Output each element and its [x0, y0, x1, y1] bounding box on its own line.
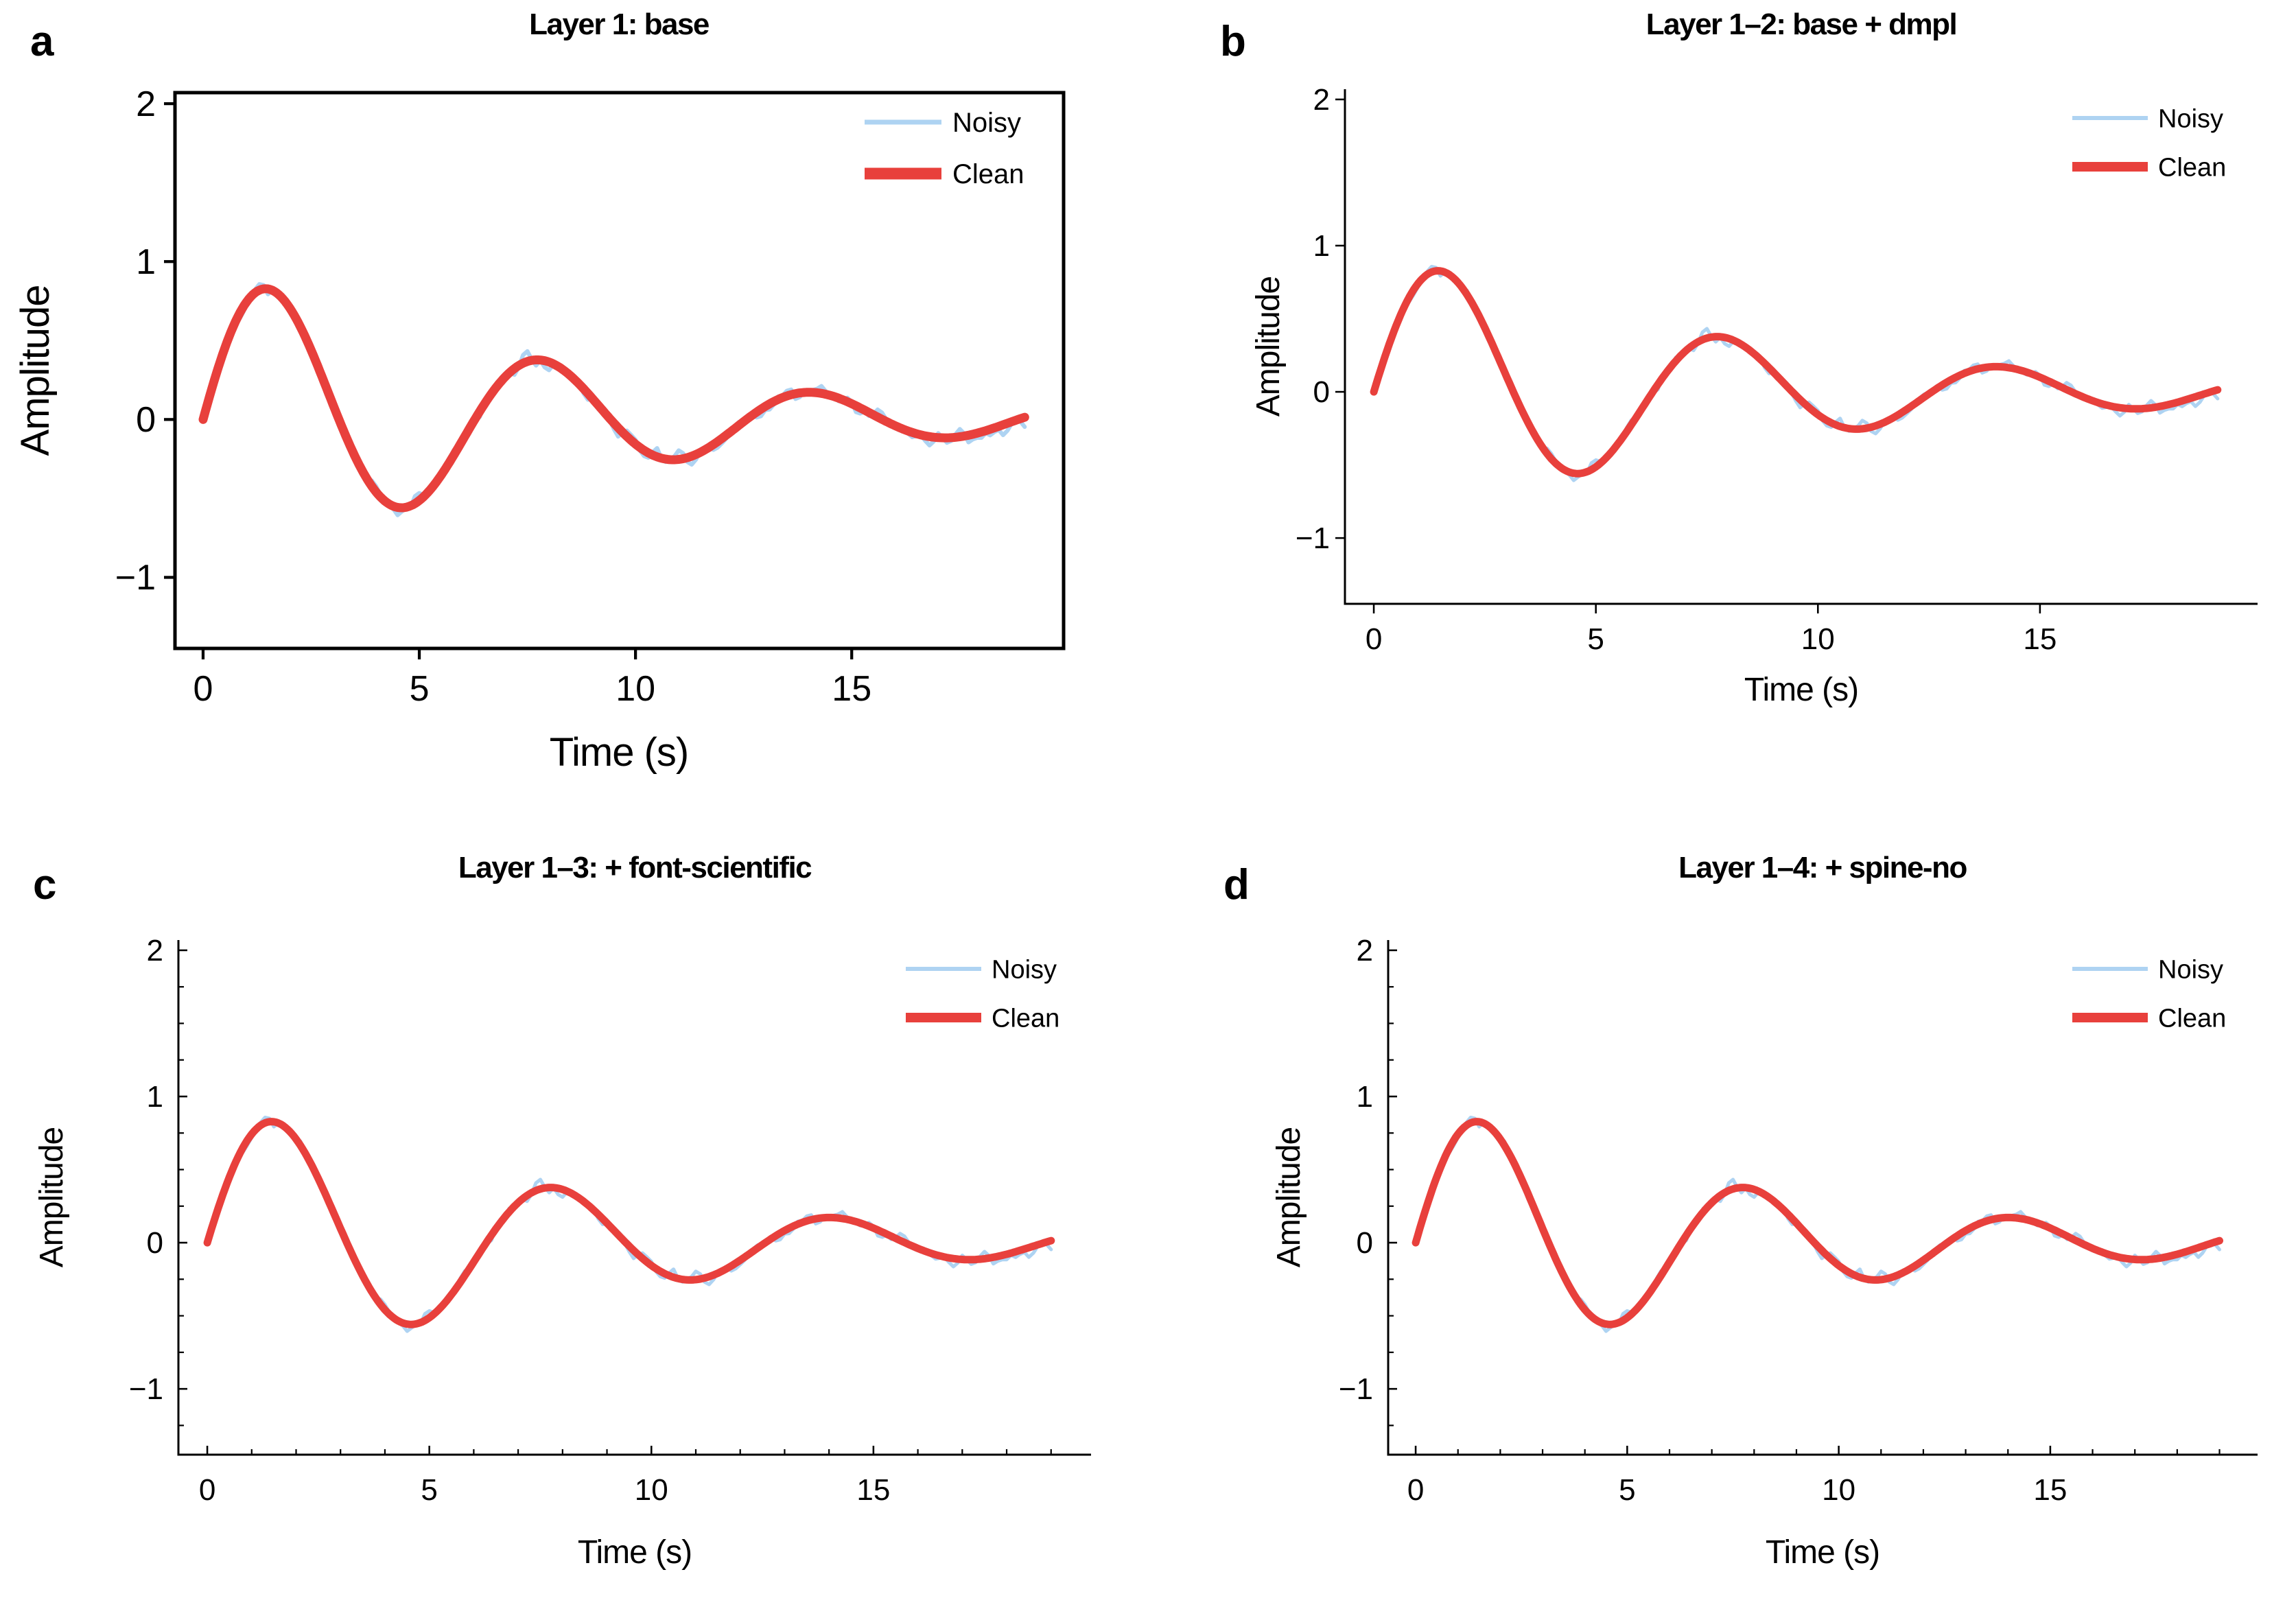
x-tick-label: 5 [1619, 1473, 1635, 1507]
x-tick-label: 0 [1407, 1473, 1424, 1507]
y-axis-label-b: Amplitude [1250, 276, 1287, 417]
legend-label-clean: Clean [2158, 153, 2226, 182]
panel-c: 0 5 10 15 2 1 0 −1 Noisy Clean c Layer 1–3: + fon… [0, 804, 1148, 1607]
y-tick-label: −1 [1296, 521, 1330, 555]
legend-label-noisy: Noisy [992, 955, 1057, 984]
chart-title-d: Layer 1–4: + spine-no [1678, 851, 1967, 884]
y-tick-label: 2 [1313, 83, 1330, 117]
x-tick-label: 0 [199, 1473, 215, 1507]
x-tick-label: 5 [410, 669, 430, 709]
x-axis-label-d: Time (s) [1765, 1534, 1880, 1571]
x-tick-label: 5 [421, 1473, 437, 1507]
y-tick-label: −1 [1339, 1372, 1373, 1406]
legend-label-noisy: Noisy [952, 108, 1021, 138]
x-tick-label: 5 [1587, 622, 1604, 656]
x-axis-label-b: Time (s) [1744, 672, 1859, 708]
legend-label-noisy: Noisy [2158, 955, 2223, 984]
x-tick-label: 0 [1366, 622, 1382, 656]
x-tick-label: 15 [832, 669, 871, 709]
clean-line [198, 284, 1029, 513]
clean-line [203, 1118, 1055, 1328]
chart-title-b: Layer 1–2: base + dmpl [1645, 8, 1958, 41]
y-axis-label-c: Amplitude [34, 1127, 70, 1268]
y-tick-label: 0 [136, 400, 156, 440]
x-tick-label: 10 [1801, 622, 1835, 656]
y-tick-label: 2 [147, 934, 163, 967]
noisy-line [205, 1116, 1053, 1333]
chart-title-c: Layer 1–3: + font-scientific [458, 851, 812, 884]
chart-title-a: Layer 1: base [529, 8, 710, 41]
noisy-line [1372, 265, 2220, 482]
panel-label-d: d [1223, 861, 1250, 908]
y-tick-label: 1 [1357, 1080, 1373, 1114]
x-tick-label: 15 [2033, 1473, 2067, 1507]
panel-label-a: a [30, 18, 54, 65]
clean-line [1411, 1118, 2223, 1328]
x-tick-label: 15 [856, 1473, 890, 1507]
legend-label-clean: Clean [2158, 1004, 2226, 1033]
y-tick-label: 2 [1357, 934, 1373, 967]
y-tick-label: 1 [147, 1080, 163, 1114]
x-tick-label: 10 [635, 1473, 668, 1507]
y-tick-label: −1 [115, 558, 156, 598]
panel-d: 0 5 10 15 2 1 0 −1 Noisy Clean d Layer 1–4: + spi… [1148, 804, 2296, 1607]
x-tick-label: 10 [616, 669, 655, 709]
legend-label-noisy: Noisy [2158, 104, 2223, 133]
y-axis-label-d: Amplitude [1271, 1127, 1307, 1268]
y-tick-label: 0 [147, 1226, 163, 1260]
panel-label-b: b [1220, 18, 1246, 65]
x-tick-label: 0 [194, 669, 213, 709]
y-tick-label: 1 [136, 242, 156, 282]
panel-a: 0 5 10 15 2 1 0 −1 Noisy Clean a Layer 1: base Ti… [0, 0, 1148, 804]
x-tick-label: 15 [2023, 622, 2057, 656]
x-axis-label-c: Time (s) [577, 1534, 692, 1571]
y-axis-label-a: Amplitude [13, 285, 58, 456]
panel-b: 0 5 10 15 2 1 0 −1 Noisy Clean b Layer 1–2: base … [1148, 0, 2296, 804]
x-axis-label-a: Time (s) [549, 730, 689, 775]
y-tick-label: −1 [129, 1372, 163, 1406]
y-tick-label: 0 [1357, 1226, 1373, 1260]
noisy-line [1414, 1116, 2221, 1333]
axes-box-spines [173, 91, 1066, 650]
panel-label-c: c [33, 861, 56, 908]
y-tick-label: 2 [136, 84, 156, 124]
y-tick-label: 1 [1313, 229, 1330, 263]
clean-line [1370, 267, 2222, 478]
legend-label-clean: Clean [952, 159, 1024, 189]
x-tick-label: 10 [1822, 1473, 1855, 1507]
y-tick-label: 0 [1313, 375, 1330, 409]
legend-label-clean: Clean [992, 1004, 1059, 1033]
